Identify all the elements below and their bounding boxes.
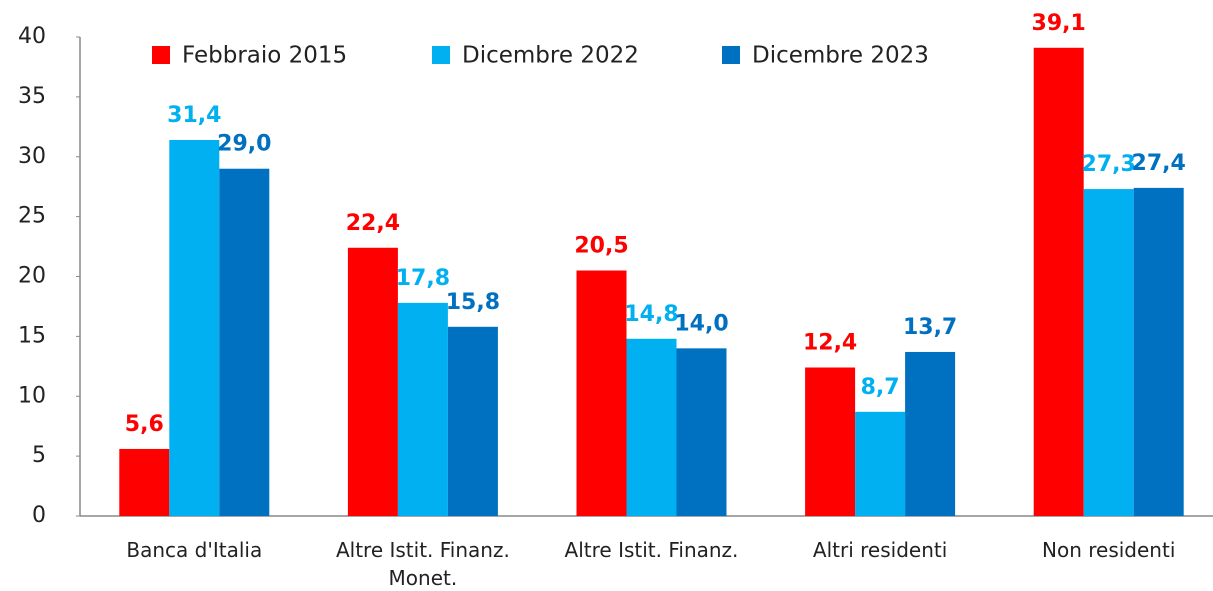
data-label: 12,4 — [803, 331, 857, 356]
y-tick-label: 40 — [18, 24, 46, 49]
bar — [397, 302, 448, 516]
bar — [626, 338, 677, 516]
bar — [676, 348, 727, 516]
data-label: 14,8 — [624, 302, 678, 327]
bar — [805, 367, 856, 516]
y-tick-label: 15 — [18, 323, 46, 348]
legend-label: Dicembre 2022 — [462, 43, 639, 69]
data-label: 22,4 — [346, 211, 400, 236]
data-label: 5,6 — [125, 412, 164, 437]
data-label: 13,7 — [903, 315, 957, 340]
bar — [905, 351, 956, 516]
bar — [1033, 47, 1084, 517]
data-label: 27,4 — [1132, 151, 1186, 176]
data-label: 39,1 — [1032, 11, 1086, 36]
data-label: 17,8 — [396, 266, 450, 291]
bar — [576, 270, 627, 516]
legend-swatch — [722, 46, 740, 64]
legend-label: Dicembre 2023 — [752, 43, 929, 69]
legend-swatch — [152, 46, 170, 64]
data-label: 27,3 — [1082, 152, 1136, 177]
data-label: 15,8 — [446, 290, 500, 315]
y-tick-label: 5 — [32, 443, 46, 468]
x-tick-label: Non residenti — [1042, 538, 1176, 562]
x-tick-label: Altri residenti — [812, 538, 948, 562]
bar — [1083, 189, 1134, 516]
bar — [855, 411, 906, 516]
bar — [219, 168, 270, 516]
x-tick-label: Altre Istit. Finanz. — [564, 538, 739, 562]
data-label: 20,5 — [574, 234, 628, 259]
bar — [119, 448, 170, 516]
y-tick-label: 10 — [18, 383, 46, 408]
y-tick-label: 0 — [32, 503, 46, 528]
legend-swatch — [432, 46, 450, 64]
data-label: 8,7 — [861, 375, 900, 400]
data-label: 14,0 — [674, 311, 728, 336]
y-tick-label: 20 — [18, 264, 46, 289]
legend-label: Febbraio 2015 — [182, 43, 347, 69]
bar — [447, 326, 498, 516]
x-tick-label: Altre Istit. Finanz. Monet. — [335, 538, 510, 590]
x-tick-label: Banca d'Italia — [126, 538, 263, 562]
data-label: 31,4 — [167, 103, 221, 128]
y-tick-label: 35 — [18, 84, 46, 109]
data-label: 29,0 — [217, 132, 271, 157]
bar — [347, 247, 398, 516]
y-tick-label: 25 — [18, 204, 46, 229]
bar — [1133, 187, 1184, 516]
y-tick-label: 30 — [18, 144, 46, 169]
bar — [169, 139, 220, 517]
